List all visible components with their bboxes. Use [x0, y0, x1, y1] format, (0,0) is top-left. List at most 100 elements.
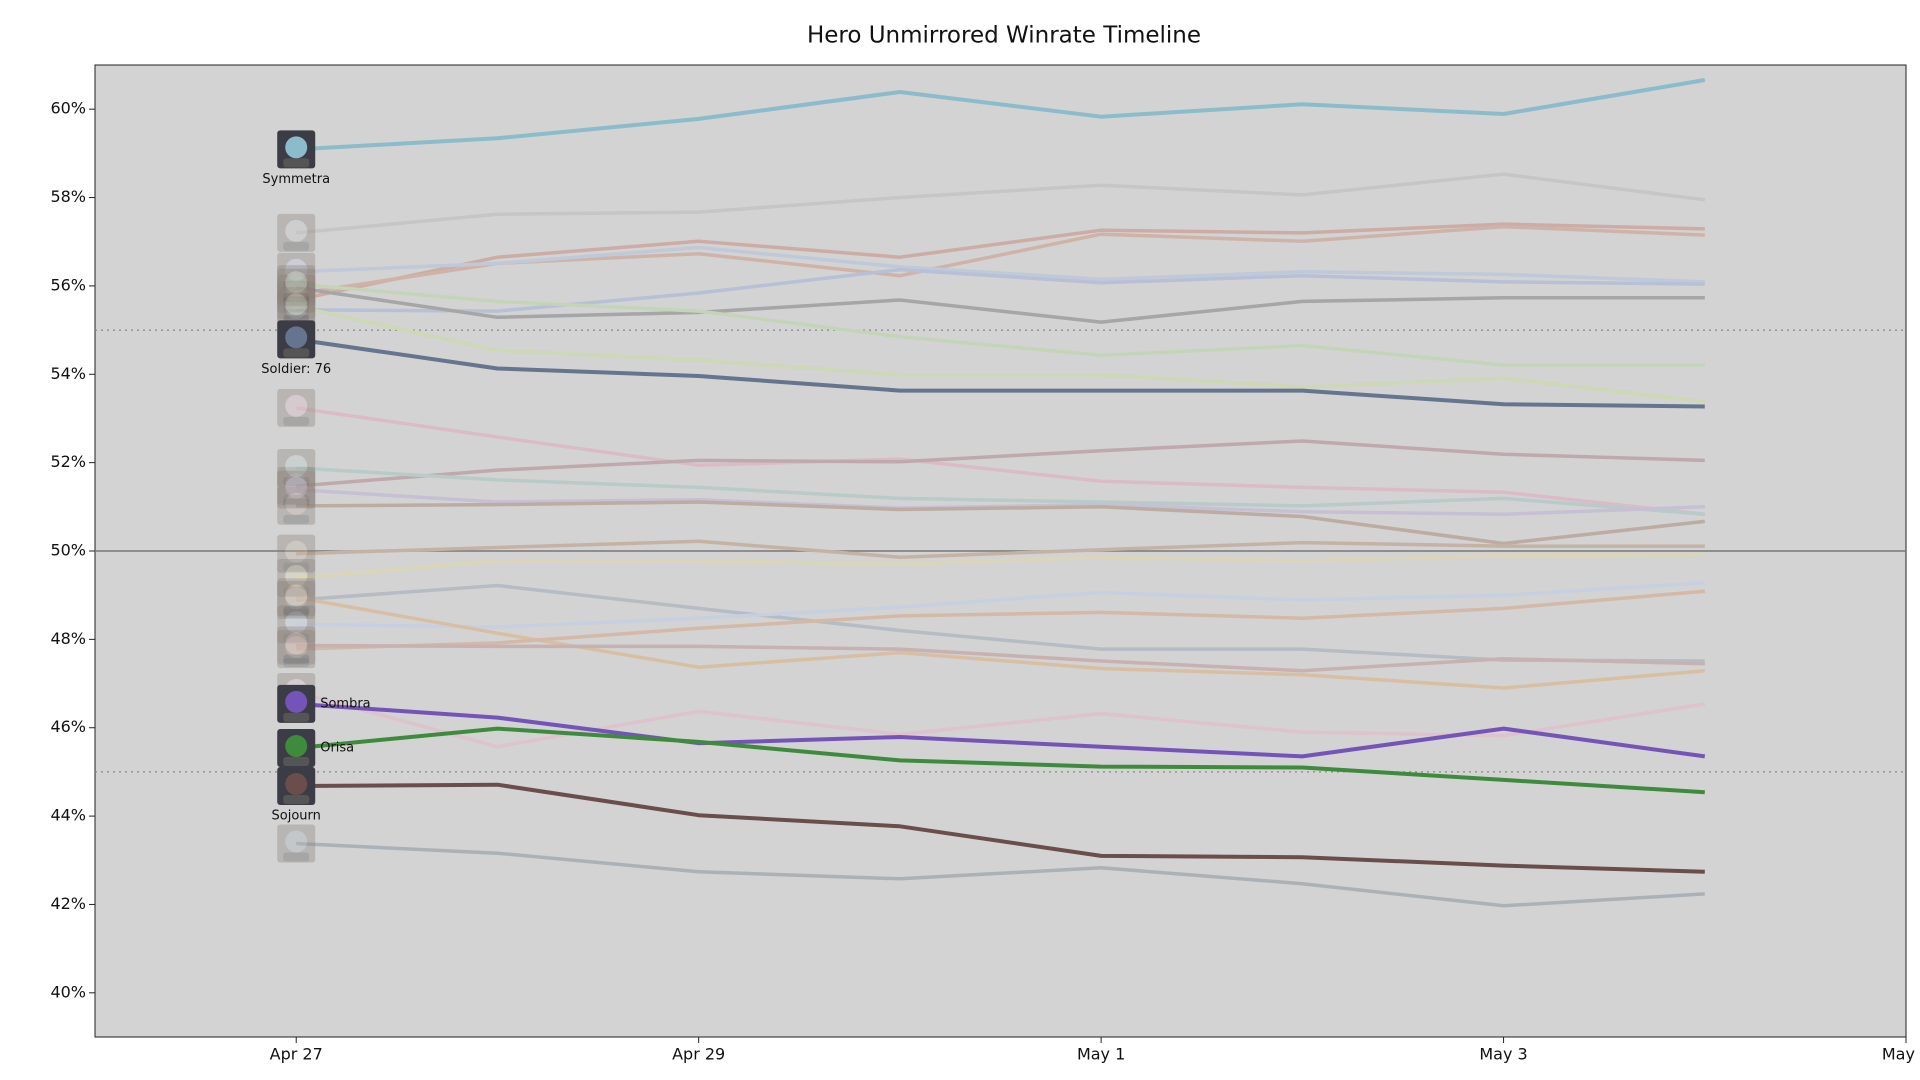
hero-icon-body — [283, 302, 310, 312]
hero-icon-body — [283, 514, 310, 524]
faded-series-line — [295, 304, 1706, 404]
hero-icon — [277, 767, 316, 806]
hero-icon-body — [283, 293, 310, 303]
series-line — [296, 78, 1706, 152]
hero-icon-body — [283, 158, 310, 168]
hero-icon-face — [285, 219, 308, 242]
hero-icon-frame — [277, 470, 316, 509]
faded-series-line — [296, 581, 1705, 629]
x-tick-label: May 3 — [1479, 1045, 1527, 1064]
hero-icon-face — [285, 473, 308, 496]
faded-series-line — [295, 285, 1705, 324]
hero-icon — [277, 130, 316, 169]
hero-icon-body — [283, 654, 310, 664]
y-tick-label: 58% — [50, 187, 86, 206]
hero-icon-face — [285, 636, 308, 659]
hero-icon-frame — [277, 265, 316, 304]
hero-icon-frame — [277, 578, 316, 617]
hero-icon-body — [283, 757, 310, 767]
hero-icon-frame — [277, 281, 316, 320]
hero-icon-frame — [277, 467, 316, 506]
hero-icon-frame — [277, 534, 316, 573]
faded-hero-icon — [277, 581, 316, 620]
hero-icon-face — [285, 296, 308, 319]
faded-series-line — [296, 282, 1705, 367]
y-tick-label: 60% — [50, 99, 86, 118]
faded-hero-icon — [277, 578, 316, 617]
hero-icon-face — [285, 690, 308, 713]
hero-icon-face — [285, 274, 308, 297]
hero-icon — [277, 684, 316, 723]
hero-icon-frame — [277, 287, 316, 326]
faded-hero-icon — [277, 558, 316, 597]
hero-icon-body — [283, 562, 310, 572]
hero-icon-body — [283, 241, 310, 251]
hero-icon-face — [285, 258, 308, 281]
faded-series-line — [296, 589, 1705, 651]
hero-icon-frame — [277, 388, 316, 427]
x-tick-label: Apr 29 — [672, 1045, 725, 1064]
faded-hero-icon — [277, 470, 316, 509]
hero-icon-frame — [277, 558, 316, 597]
x-tick-label: Apr 27 — [270, 1045, 323, 1064]
hero-icon-body — [283, 348, 310, 358]
hero-icon-face — [285, 136, 308, 159]
hero-icon-frame — [277, 213, 316, 252]
faded-hero-icon — [277, 287, 316, 326]
hero-icon-body — [283, 609, 310, 619]
hero-icon-body — [283, 476, 310, 486]
hero-icon-frame — [277, 605, 316, 644]
hero-icon-frame — [277, 448, 316, 487]
faded-series-line — [296, 539, 1705, 559]
hero-icon-body — [283, 633, 310, 643]
faded-series-line — [296, 267, 1705, 313]
hero-icon-face — [285, 587, 308, 610]
hero-icon-face — [285, 476, 308, 499]
hero-icon-frame — [277, 268, 316, 307]
hero-icon-face — [285, 564, 308, 587]
hero-icon-face — [285, 584, 308, 607]
hero-icon-body — [283, 498, 310, 508]
faded-hero-icon — [277, 388, 316, 427]
faded-hero-icon — [277, 448, 316, 487]
faded-series-line — [296, 466, 1705, 517]
faded-series-line — [296, 487, 1705, 517]
faded-hero-icon — [277, 824, 316, 863]
y-tick-label: 54% — [50, 364, 86, 383]
series-label: Symmetra — [262, 172, 330, 187]
hero-icon-body — [283, 606, 310, 616]
x-tick-label: May 5 — [1882, 1045, 1920, 1064]
hero-icon-face — [285, 326, 308, 349]
series-label: Sojourn — [272, 809, 321, 824]
faded-series-line — [296, 583, 1705, 663]
hero-icon-body — [283, 586, 310, 596]
y-tick-label: 42% — [50, 894, 86, 913]
faded-hero-icon — [277, 213, 316, 252]
faded-hero-icon — [277, 467, 316, 506]
y-tick-label: 50% — [50, 541, 86, 560]
series-label: Sombra — [320, 696, 370, 711]
hero-icon-frame — [277, 274, 316, 313]
hero-icon-face — [285, 287, 308, 310]
faded-hero-icon — [277, 605, 316, 644]
series-line — [295, 337, 1705, 409]
series-line — [296, 782, 1705, 874]
hero-icon-frame — [277, 626, 316, 665]
hero-icon-face — [285, 632, 308, 655]
hero-icon-body — [283, 416, 310, 426]
hero-icon-body — [283, 795, 310, 805]
hero-icon-body — [283, 712, 310, 722]
faded-hero-icon — [277, 252, 316, 291]
y-tick-label: 56% — [50, 275, 86, 294]
hero-icon-body — [283, 852, 310, 862]
hero-icon-face — [285, 735, 308, 758]
faded-series-line — [296, 500, 1705, 546]
faded-hero-icon — [277, 281, 316, 320]
hero-icon-face — [285, 830, 308, 853]
faded-hero-icon — [277, 626, 316, 665]
faded-series-line — [296, 172, 1706, 235]
series-line — [296, 726, 1705, 795]
hero-icon-face — [285, 394, 308, 417]
faded-hero-icon — [277, 534, 316, 573]
